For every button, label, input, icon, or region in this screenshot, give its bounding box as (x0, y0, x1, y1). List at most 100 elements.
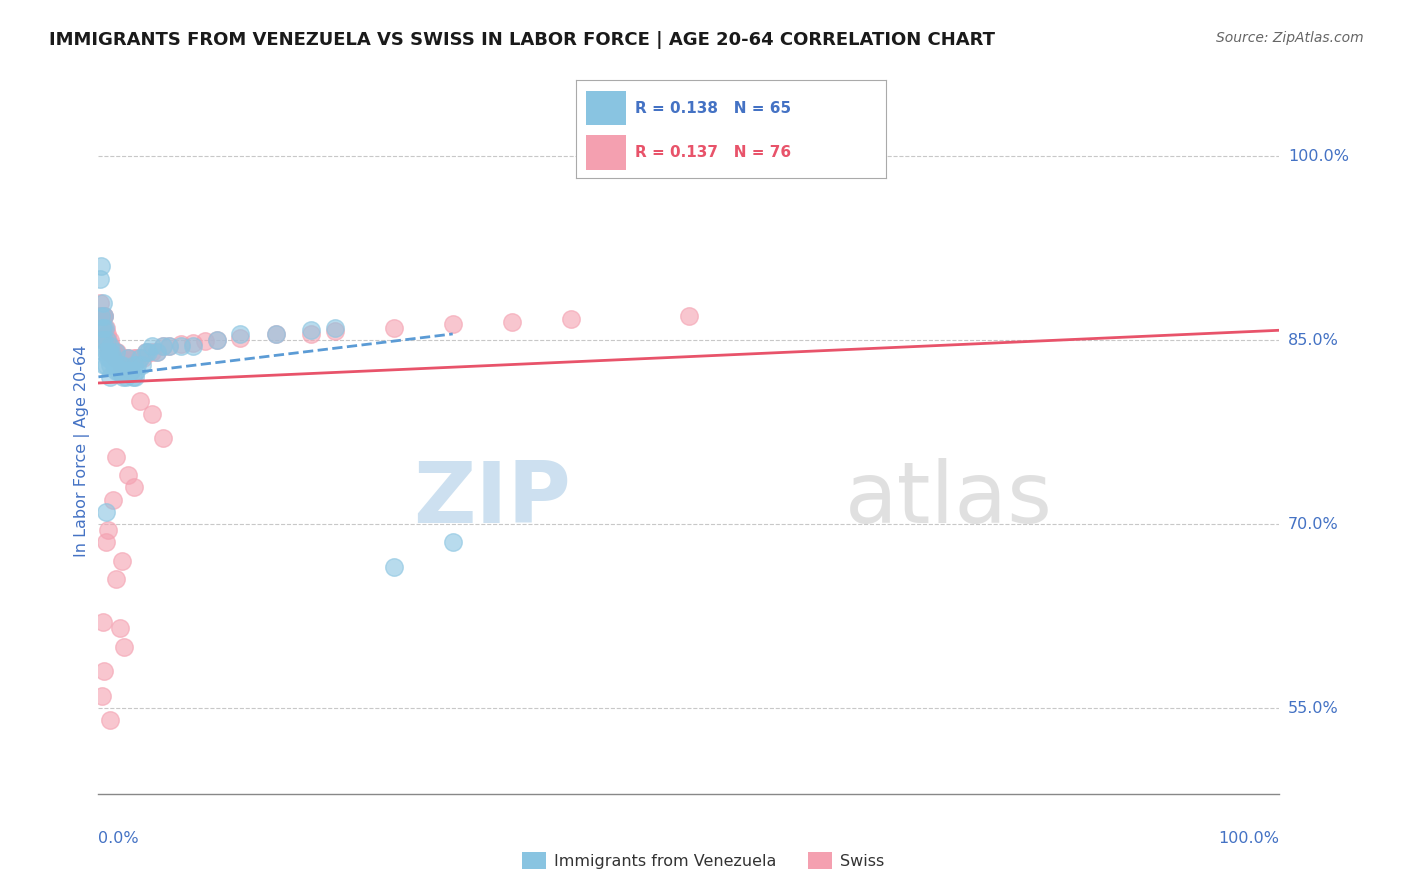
Point (152, 339, 174, 353)
Point (560, 312, 582, 326)
Point (111, 554, 134, 568)
Point (112, 640, 135, 654)
Point (136, 345, 159, 359)
Point (91, 615, 114, 630)
Point (94, 321, 117, 335)
Point (112, 364, 135, 378)
Point (117, 351, 139, 366)
Point (127, 358, 149, 372)
Point (93, 321, 115, 335)
Point (146, 345, 169, 359)
Point (205, 333, 228, 347)
Point (97, 345, 120, 359)
Point (121, 364, 143, 378)
Point (229, 330, 252, 344)
Point (104, 351, 127, 366)
Point (117, 467, 139, 482)
Point (141, 339, 163, 353)
Point (120, 364, 142, 378)
Point (111, 358, 134, 372)
Point (111, 351, 134, 366)
Point (121, 364, 143, 378)
Point (89, 271, 111, 285)
Point (170, 339, 193, 353)
Point (128, 351, 150, 366)
Point (141, 407, 163, 421)
Point (382, 560, 405, 574)
Point (128, 394, 150, 409)
Point (181, 335, 204, 350)
Point (157, 339, 180, 353)
Point (105, 345, 128, 359)
Point (131, 358, 153, 372)
Y-axis label: In Labor Force | Age 20-64: In Labor Force | Age 20-64 (75, 344, 90, 557)
Point (90, 309, 112, 323)
Point (94, 505, 117, 519)
Bar (586, 136, 626, 169)
Point (91, 333, 114, 347)
Point (110, 358, 132, 372)
Legend: Immigrants from Venezuela, Swiss: Immigrants from Venezuela, Swiss (516, 846, 890, 875)
Point (94, 333, 117, 347)
Point (112, 358, 135, 372)
Point (98, 333, 121, 347)
Point (122, 480, 145, 494)
Bar (586, 91, 626, 126)
Point (91, 309, 114, 323)
Point (112, 358, 135, 372)
Point (157, 339, 180, 353)
Text: 100.0%: 100.0% (1288, 149, 1348, 163)
Text: 100.0%: 100.0% (1219, 831, 1279, 846)
Point (91, 689, 114, 703)
Point (108, 351, 131, 366)
Point (94, 345, 117, 359)
Text: R = 0.137   N = 76: R = 0.137 N = 76 (636, 145, 792, 160)
Point (105, 345, 128, 359)
Point (125, 351, 148, 366)
Point (94, 321, 117, 335)
Point (120, 358, 142, 372)
Point (105, 450, 128, 464)
Point (124, 370, 146, 384)
Point (105, 358, 128, 372)
Point (96, 326, 118, 341)
Point (299, 326, 322, 341)
Point (90, 309, 112, 323)
Point (114, 370, 136, 384)
Point (152, 339, 174, 353)
Point (229, 326, 252, 341)
Text: IMMIGRANTS FROM VENEZUELA VS SWISS IN LABOR FORCE | AGE 20-64 CORRELATION CHART: IMMIGRANTS FROM VENEZUELA VS SWISS IN LA… (49, 31, 995, 49)
Point (382, 321, 405, 335)
Point (89, 309, 111, 323)
Text: 85.0%: 85.0% (1288, 333, 1339, 348)
Point (101, 345, 124, 359)
Point (93, 333, 115, 347)
Point (90, 260, 112, 274)
Point (91, 321, 114, 335)
Point (118, 364, 141, 378)
Point (141, 345, 163, 359)
Point (94, 358, 117, 372)
Point (122, 358, 145, 372)
Point (299, 323, 322, 337)
Point (170, 336, 193, 351)
Point (94, 535, 117, 549)
Point (103, 358, 125, 372)
Point (93, 664, 115, 679)
Point (152, 431, 174, 445)
Point (121, 370, 143, 384)
Point (89, 296, 111, 310)
Point (135, 345, 157, 359)
Point (111, 364, 134, 378)
Point (97, 351, 120, 366)
Point (98, 370, 121, 384)
Point (117, 351, 139, 366)
Point (91, 296, 114, 310)
Text: atlas: atlas (845, 458, 1053, 541)
Point (91, 309, 114, 323)
Point (118, 358, 141, 372)
Point (97, 523, 120, 537)
Point (97, 345, 120, 359)
Point (323, 321, 346, 335)
Point (110, 364, 132, 378)
